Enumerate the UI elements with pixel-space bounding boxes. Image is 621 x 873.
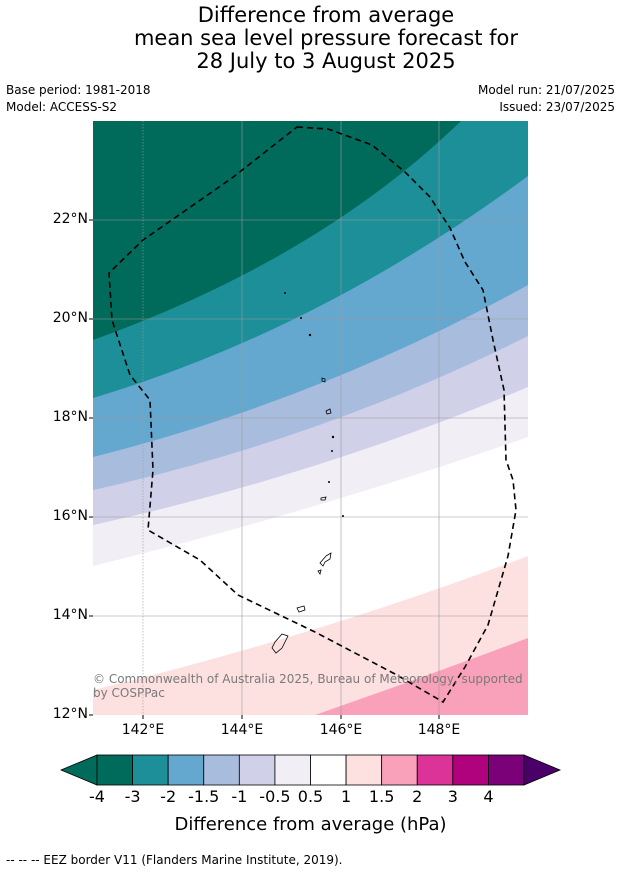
lon-label: 144°E — [220, 722, 264, 738]
title-line-3: 28 July to 3 August 2025 — [196, 49, 456, 73]
colorbar-swatch — [452, 754, 489, 786]
colorbar-tick-label: 4 — [483, 787, 494, 806]
colorbar-swatch — [132, 754, 169, 786]
lat-label: 12°N — [52, 706, 88, 722]
lon-label: 142°E — [121, 722, 165, 738]
colorbar-over-arrow — [523, 754, 562, 786]
lat-label: 20°N — [52, 310, 88, 326]
issued-date: Issued: 23/07/2025 — [499, 100, 615, 114]
lat-label: 22°N — [52, 211, 88, 227]
colorbar-tick-label: -0.5 — [259, 787, 291, 806]
lon-label: 148°E — [417, 722, 461, 738]
colorbar-swatch — [274, 754, 311, 786]
islands — [271, 291, 344, 654]
map-title: Difference from average mean sea level p… — [0, 4, 621, 73]
colorbar-tick-label: 3 — [447, 787, 458, 806]
colorbar-tick-label: -2 — [160, 787, 177, 806]
colorbar-swatch — [238, 754, 276, 786]
island-pagan — [325, 408, 332, 415]
colorbar-tick-label: 1 — [340, 787, 352, 806]
colorbar — [59, 754, 562, 786]
axis-ticks — [89, 219, 440, 719]
lon-label: 146°E — [319, 722, 363, 738]
band-1-to-1-5 — [315, 638, 528, 715]
meta-right: Model run: 21/07/2025 Issued: 23/07/2025 — [478, 82, 615, 116]
title-line-1: Difference from average — [197, 3, 455, 27]
lat-label: 16°N — [52, 508, 88, 524]
colorbar-title: Difference from average (hPa) — [174, 814, 447, 835]
colorbar-tick-label: 2 — [412, 787, 423, 806]
colorbar-swatch — [310, 754, 347, 786]
colorbar-swatch — [167, 754, 205, 786]
island-guam — [271, 633, 289, 654]
island-anatahan — [320, 496, 327, 501]
island-saipan — [319, 552, 332, 567]
colorbar-under-arrow — [59, 754, 98, 786]
island-tinian — [317, 569, 322, 575]
model-run: Model run: 21/07/2025 — [477, 83, 615, 97]
colorbar-swatch — [96, 754, 133, 786]
colorbar-tick-label: -1 — [231, 787, 248, 806]
meta-left: Base period: 1981-2018 Model: ACCESS-S2 — [6, 82, 151, 116]
colorbar-swatch — [488, 754, 525, 786]
colorbar-tick-label: -4 — [89, 787, 105, 806]
lat-label: 14°N — [52, 607, 88, 623]
colorbar-tick-label: -1.5 — [188, 787, 220, 806]
title-line-2: mean sea level pressure forecast for — [133, 26, 519, 50]
colorbar-swatch — [416, 754, 454, 786]
colorbar-swatch — [345, 754, 383, 786]
island-farallon — [321, 377, 326, 383]
island-rota — [296, 605, 306, 613]
eez-legend-footer: -- -- -- EEZ border V11 (Flanders Marine… — [6, 853, 343, 867]
colorbar-swatch — [381, 754, 418, 786]
model-name: Model: ACCESS-S2 — [6, 100, 118, 114]
colorbar-tick-label: 0.5 — [297, 787, 324, 806]
colorbar-tick-label: 1.5 — [368, 787, 395, 806]
colorbar-tick-label: -3 — [124, 787, 141, 806]
band-0-5-to-1 — [93, 556, 528, 715]
colorbar-swatch — [203, 754, 240, 786]
base-period: Base period: 1981-2018 — [6, 83, 151, 97]
lat-label: 18°N — [52, 409, 88, 425]
gridlines — [93, 121, 528, 715]
copyright-notice: © Commonwealth of Australia 2025, Bureau… — [93, 672, 523, 700]
